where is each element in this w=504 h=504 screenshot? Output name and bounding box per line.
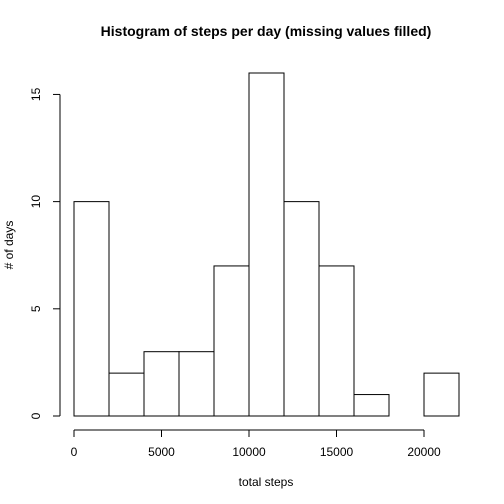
x-axis-label: total steps (239, 475, 294, 489)
histogram-bar (353, 394, 390, 417)
x-tick-label: 0 (71, 445, 78, 459)
histogram-bar (108, 372, 145, 417)
y-tick-label: 15 (29, 87, 43, 101)
y-axis: 0 5 10 15 (29, 87, 61, 419)
histogram-bar (318, 265, 355, 417)
histogram-bar (248, 72, 285, 417)
y-tick-label: 5 (29, 305, 43, 312)
histogram-bar (178, 351, 215, 417)
x-tick-label: 20000 (407, 445, 441, 459)
x-tick-label: 10000 (232, 445, 266, 459)
y-tick-label: 10 (29, 195, 43, 209)
x-tick-label: 5000 (148, 445, 175, 459)
chart-title: Histogram of steps per day (missing valu… (101, 23, 432, 39)
histogram-bar (283, 201, 320, 417)
y-tick-label: 0 (29, 412, 43, 419)
histogram-bar (143, 351, 180, 417)
histogram-bar (73, 201, 110, 417)
x-tick-label: 15000 (320, 445, 354, 459)
histogram-bar (213, 265, 250, 417)
x-axis: 0 5000 10000 15000 20000 (71, 429, 441, 459)
y-axis-label: # of days (2, 221, 16, 270)
histogram-bar (423, 372, 460, 417)
bars-group (73, 72, 460, 417)
